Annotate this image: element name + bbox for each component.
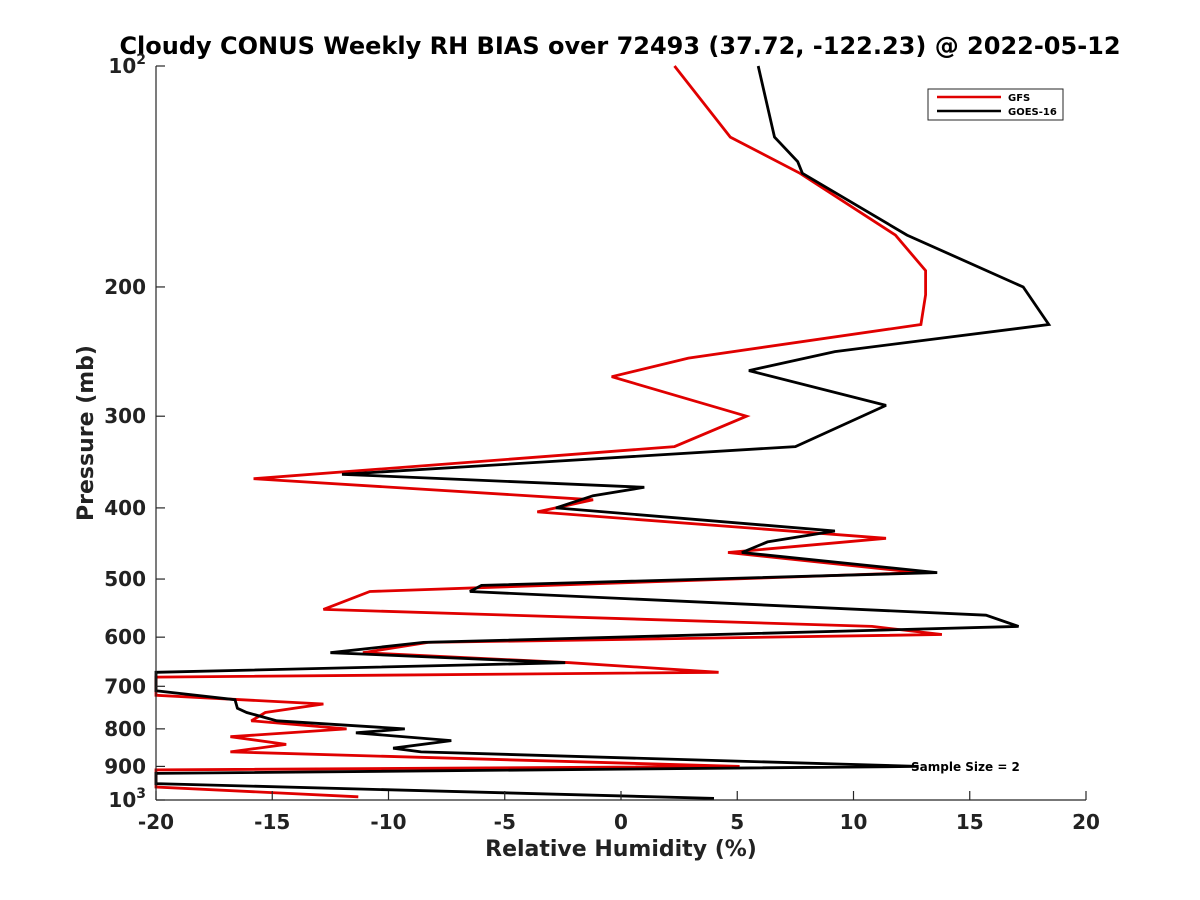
y-tick-label: 900 <box>104 754 146 778</box>
x-tick-label: 20 <box>1072 810 1100 834</box>
y-tick-label: 500 <box>104 567 146 591</box>
y-tick-label: 102 <box>108 52 146 78</box>
chart-title: Cloudy CONUS Weekly RH BIAS over 72493 (… <box>119 32 1120 60</box>
y-tick-label: 103 <box>108 786 146 812</box>
x-tick-label: -20 <box>138 810 174 834</box>
legend-box <box>927 88 1064 121</box>
y-tick-label: 600 <box>104 625 146 649</box>
series-layer <box>154 65 1052 800</box>
y-tick-label: 700 <box>104 674 146 698</box>
series-line-goes-16 <box>154 65 1052 800</box>
x-tick-label: 5 <box>730 810 744 834</box>
legend-label-gfs: GFS <box>1008 93 1030 104</box>
x-axis-title: Relative Humidity (%) <box>485 837 757 862</box>
y-axis-title: Pressure (mb) <box>74 345 99 521</box>
y-tick-label: 400 <box>104 496 146 520</box>
x-tick-label: -5 <box>494 810 516 834</box>
x-ticks: -20 -15 -10 -5 0 5 10 15 20 <box>138 791 1100 834</box>
y-tick-label: 200 <box>104 275 146 299</box>
x-tick-label: 0 <box>614 810 628 834</box>
series-line-gfs <box>154 65 943 799</box>
sample-size-annotation: Sample Size = 2 <box>911 760 1020 774</box>
x-tick-label: 10 <box>840 810 868 834</box>
y-tick-label: 800 <box>104 717 146 741</box>
plot-area: -20 -15 -10 -5 0 5 10 15 20 102 200 300 400 500 600 70… <box>104 52 1100 834</box>
y-tick-label: 300 <box>104 404 146 428</box>
x-tick-label: -15 <box>254 810 290 834</box>
plot-frame <box>156 66 1086 800</box>
x-tick-label: 15 <box>956 810 984 834</box>
legend: GFS GOES-16 <box>927 88 1064 121</box>
x-tick-label: -10 <box>370 810 406 834</box>
legend-label-goes16: GOES-16 <box>1008 107 1057 118</box>
y-ticks: 102 200 300 400 500 600 700 800 900 103 <box>104 52 165 812</box>
